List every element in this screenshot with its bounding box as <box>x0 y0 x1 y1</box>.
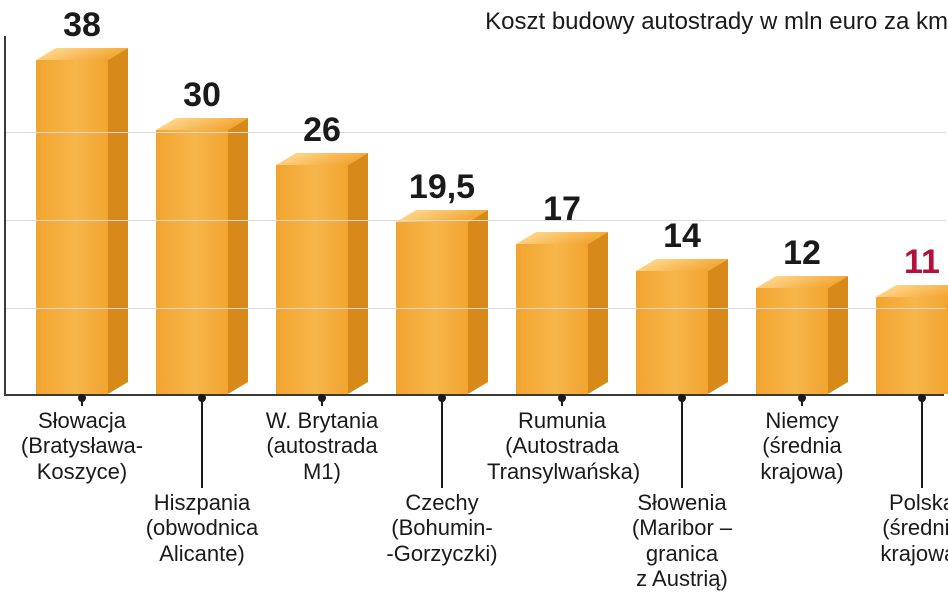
category-label: Słowacja(Bratysława-Koszyce) <box>7 408 157 484</box>
bar <box>516 232 608 394</box>
bar-front <box>756 288 828 394</box>
country-name: Hiszpania <box>127 490 277 515</box>
country-name: Polska <box>847 490 948 515</box>
bar-front <box>276 165 348 394</box>
bar-front <box>636 271 708 394</box>
category-label: W. Brytania(autostrada M1) <box>247 408 397 484</box>
bar <box>396 210 488 394</box>
bar <box>156 118 248 394</box>
gridline <box>6 220 946 221</box>
bar-value: 11 <box>862 243 948 282</box>
chart-title: Koszt budowy autostrady w mln euro za km <box>485 8 948 36</box>
bar <box>636 259 728 394</box>
bar-side <box>708 259 728 394</box>
category-label: Rumunia(AutostradaTransylwańska) <box>487 408 637 484</box>
tick-line <box>201 400 203 488</box>
bar-side <box>348 153 368 394</box>
bar-front <box>876 297 948 394</box>
country-detail: (AutostradaTransylwańska) <box>487 433 637 484</box>
category-label: Czechy(Bohumin--Gorzyczki) <box>367 490 517 566</box>
bar-side <box>828 276 848 394</box>
tick-line <box>681 400 683 488</box>
tick-line <box>81 400 83 406</box>
country-detail: (obwodnicaAlicante) <box>127 515 277 566</box>
bar-value: 30 <box>142 76 262 115</box>
category-label: Polska(średniakrajowa) <box>847 490 948 566</box>
tick-line <box>441 400 443 488</box>
country-detail: (średniakrajowa) <box>727 433 877 484</box>
bar <box>756 276 848 394</box>
tick-line <box>321 400 323 406</box>
tick-line <box>801 400 803 406</box>
bar-top <box>876 285 948 297</box>
category-label: Hiszpania(obwodnicaAlicante) <box>127 490 277 566</box>
category-label: Niemcy(średniakrajowa) <box>727 408 877 484</box>
gridline <box>6 308 946 309</box>
bar-side <box>588 232 608 394</box>
bar-front <box>36 60 108 394</box>
category-label: Słowenia(Maribor – granicaz Austrią) <box>607 490 757 591</box>
tick-line <box>561 400 563 406</box>
bar-side <box>228 118 248 394</box>
country-detail: (Maribor – granicaz Austrią) <box>607 515 757 591</box>
bar-front <box>516 244 588 394</box>
country-detail: (średniakrajowa) <box>847 515 948 566</box>
bar <box>276 153 368 394</box>
country-name: Czechy <box>367 490 517 515</box>
bar-value: 12 <box>742 234 862 273</box>
country-name: W. Brytania <box>247 408 397 433</box>
bar-value: 26 <box>262 111 382 150</box>
country-detail: (Bratysława-Koszyce) <box>7 433 157 484</box>
gridline <box>6 132 946 133</box>
bar-value: 17 <box>502 190 622 229</box>
country-name: Niemcy <box>727 408 877 433</box>
tick-line <box>921 400 923 488</box>
bar-side <box>468 210 488 394</box>
country-name: Słowacja <box>7 408 157 433</box>
bar-value: 38 <box>22 6 142 45</box>
bar-value: 14 <box>622 217 742 256</box>
bar <box>876 285 948 394</box>
bar-value: 19,5 <box>382 168 502 207</box>
country-name: Słowenia <box>607 490 757 515</box>
country-name: Rumunia <box>487 408 637 433</box>
country-detail: (Bohumin--Gorzyczki) <box>367 515 517 566</box>
country-detail: (autostrada M1) <box>247 433 397 484</box>
bar-front <box>156 130 228 394</box>
